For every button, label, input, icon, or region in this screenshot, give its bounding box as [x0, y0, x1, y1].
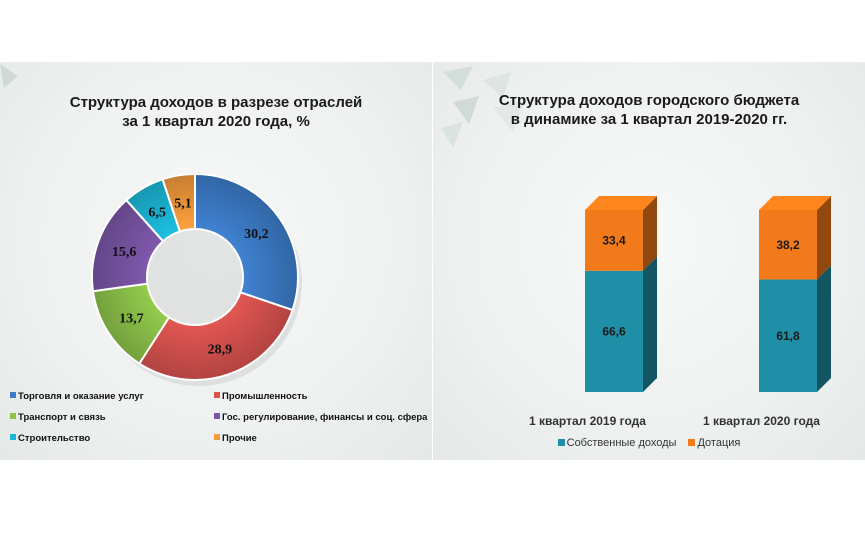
legend-label: Собственные доходы — [566, 437, 677, 449]
bar-side-0-0 — [643, 256, 657, 392]
bar-segment-0-1 — [585, 210, 643, 271]
donut-chart: 30,2 28,9 13,7 15,6 6,5 5,1 — [91, 172, 302, 386]
legend-label: Строительство — [18, 433, 91, 444]
donut-slice-5 — [161, 172, 196, 233]
bar-title-line-1: Структура доходов городского бюджета — [498, 92, 800, 109]
legend-swatch — [10, 392, 16, 399]
bar-side-1-0 — [817, 265, 831, 392]
donut-value-label-0: 30,2 — [244, 227, 269, 242]
legend-swatch — [214, 413, 220, 420]
donut-value-label-1: 28,9 — [208, 342, 233, 357]
donut-legend-item-4: Строительство — [10, 433, 90, 444]
donut-title-line-1: Структура доходов в разрезе отраслей — [69, 94, 363, 111]
budget-dynamics-panel: Структура доходов городского бюджета в д… — [433, 62, 865, 460]
donut-title-line-2: за 1 квартал 2020 года, % — [122, 113, 310, 130]
bar-chart-title: Структура доходов городского бюджета в д… — [433, 91, 865, 129]
bar-value-label-1-1: 38,2 — [776, 238, 800, 252]
bar-side-0-1 — [643, 196, 657, 271]
donut-legend-item-3: Гос. регулирование, финансы и соц. сфера — [214, 412, 427, 423]
legend-swatch — [214, 434, 220, 441]
legend-label: Дотация — [697, 437, 741, 449]
legend-label: Торговля и оказание услуг — [18, 391, 144, 402]
donut-legend-item-0: Торговля и оказание услуг — [10, 391, 144, 402]
donut-value-label-5: 5,1 — [174, 196, 192, 211]
bar-legend-item-0: Собственные доходы — [557, 437, 677, 449]
legend-swatch — [10, 434, 16, 441]
donut-slice-0 — [194, 172, 299, 312]
bar-legend-item-1: Дотация — [688, 437, 740, 449]
bar-legend: Собственные доходы Дотация — [433, 437, 865, 449]
donut-value-label-2: 13,7 — [119, 312, 144, 327]
donut-legend-item-5: Прочие — [214, 433, 257, 444]
bar-title-line-2: в динамике за 1 квартал 2019-2020 гг. — [510, 111, 788, 128]
legend-label: Промышленность — [222, 391, 308, 402]
bar-segment-0-0 — [585, 270, 643, 392]
legend-swatch — [214, 392, 220, 399]
bar-top-1 — [759, 196, 831, 210]
decorative-corner-shape — [0, 64, 18, 88]
decorative-triangles — [441, 66, 525, 148]
donut-legend-item-1: Промышленность — [214, 391, 308, 402]
category-label-2019: 1 квартал 2019 года — [529, 414, 646, 428]
donut-slice-1 — [137, 291, 294, 381]
legend-swatch — [557, 438, 565, 446]
bar-segment-1-1 — [759, 210, 817, 280]
category-label-2020: 1 квартал 2020 года — [703, 414, 820, 428]
bar-side-1-1 — [817, 196, 831, 280]
legend-label: Транспорт и связь — [18, 412, 106, 423]
donut-legend-item-2: Транспорт и связь — [10, 412, 106, 423]
legend-swatch — [10, 413, 16, 420]
stacked-bar-chart: 66,6 33,4 61,8 38,2 — [585, 196, 831, 392]
donut-chart-title: Структура доходов в разрезе отраслей за … — [0, 93, 432, 131]
bar-top-0 — [585, 196, 657, 210]
donut-value-label-4: 6,5 — [148, 206, 166, 221]
income-by-sector-panel: Структура доходов в разрезе отраслей за … — [0, 62, 432, 460]
bar-value-label-1-0: 61,8 — [776, 329, 800, 343]
legend-swatch — [688, 438, 696, 446]
bar-value-label-0-0: 66,6 — [602, 324, 626, 338]
legend-label: Прочие — [222, 433, 257, 444]
bar-segment-1-0 — [759, 279, 817, 392]
bar-value-label-0-1: 33,4 — [602, 233, 626, 247]
donut-value-label-3: 15,6 — [112, 245, 137, 260]
legend-label: Гос. регулирование, финансы и соц. сфера — [222, 412, 428, 423]
